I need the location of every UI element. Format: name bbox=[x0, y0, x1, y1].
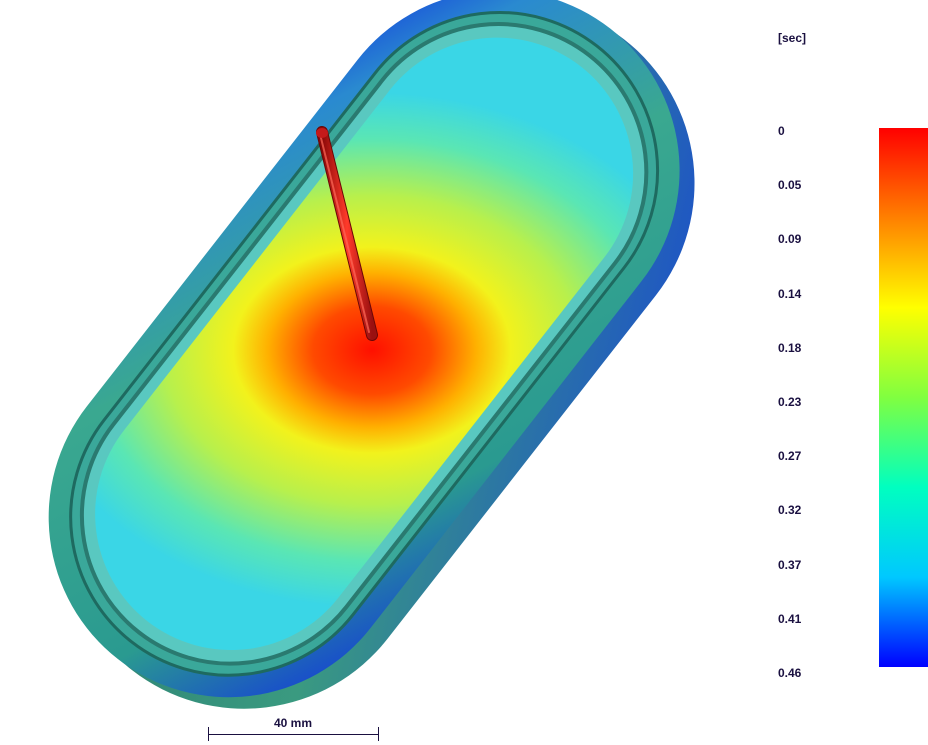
legend-tick-label: 0.41 bbox=[778, 611, 802, 626]
legend-tick-label: 0.37 bbox=[778, 557, 802, 572]
legend-tick-label: 0.09 bbox=[778, 232, 802, 247]
legend-tick-label: 0.46 bbox=[778, 666, 802, 680]
legend-tick-label: 0.27 bbox=[778, 449, 802, 464]
scale-bar: 40 mm bbox=[208, 712, 380, 742]
injection-gate bbox=[316, 126, 378, 341]
legend-tick-label: 0.18 bbox=[778, 340, 802, 355]
part-fill-surface bbox=[95, 37, 634, 651]
legend-tick-label: 0 bbox=[778, 124, 785, 138]
scale-bar-cap-right bbox=[378, 727, 379, 741]
color-legend-bar bbox=[879, 128, 928, 667]
legend-tick-label: 0.32 bbox=[778, 503, 802, 518]
scale-bar-cap-left bbox=[208, 727, 209, 741]
legend-tick-label: 0.23 bbox=[778, 395, 802, 409]
legend-tick-label: 0.14 bbox=[778, 286, 802, 301]
legend-unit: [sec] bbox=[778, 31, 807, 45]
legend-tick-label: 0.05 bbox=[778, 178, 802, 193]
part-render bbox=[48, 0, 695, 709]
scale-bar-label: 40 mm bbox=[273, 716, 313, 730]
scale-bar-line bbox=[208, 734, 378, 735]
fill-time-result-view[interactable] bbox=[0, 0, 760, 745]
